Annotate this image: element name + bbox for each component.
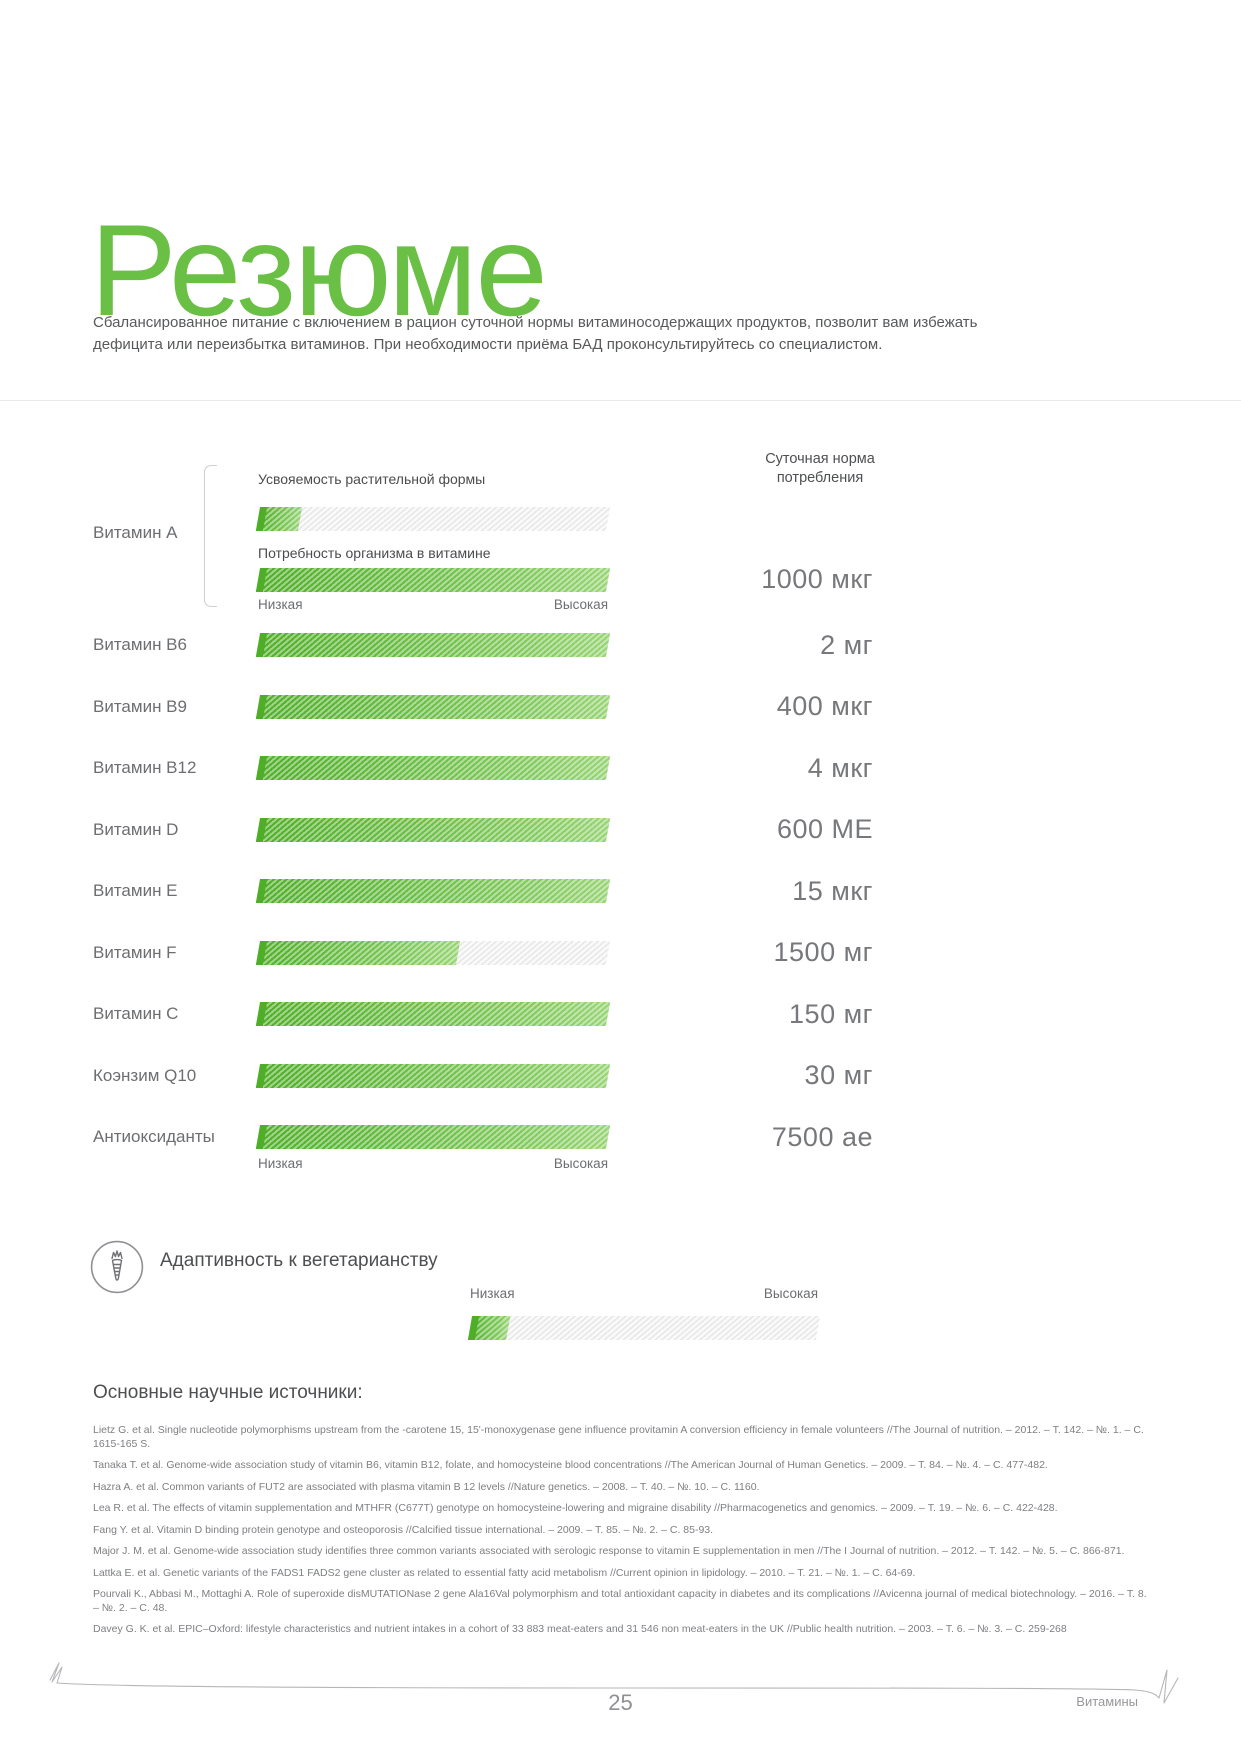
vitamin-row-label: Витамин C bbox=[93, 1004, 179, 1023]
bar-fill bbox=[255, 756, 611, 780]
vitamin-row: Витамин D 600 МЕ bbox=[93, 814, 873, 880]
reference-item: Davey G. K. et al. EPIC–Oxford: lifestyl… bbox=[93, 1623, 1067, 1635]
reference-item: Hazra A. et al. Common variants of FUT2 … bbox=[93, 1480, 760, 1493]
scale-high-label: Высокая bbox=[553, 597, 608, 612]
scale-labels-top: Низкая Высокая bbox=[258, 597, 608, 612]
vitamin-row: Витамин F 1500 мг bbox=[93, 937, 873, 1003]
vitamin-row: Витамин E 15 мкг bbox=[93, 875, 873, 941]
bar-fill bbox=[467, 1316, 511, 1340]
daily-norm-value: 600 МЕ bbox=[776, 814, 873, 844]
sources-list: Lietz G. et al. Single nucleotide polymo… bbox=[93, 1424, 1151, 1645]
daily-norm-value: 15 мкг bbox=[792, 875, 873, 906]
bar-fill bbox=[255, 1063, 611, 1088]
vitamin-row: Витамин B12 4 мкг bbox=[93, 752, 873, 818]
vitamin-row-label: Витамин F bbox=[93, 942, 177, 962]
reference-item: Tanaka T. et al. Genome-wide association… bbox=[93, 1459, 1048, 1471]
reference-item: Fang Y. et al. Vitamin D binding protein… bbox=[93, 1523, 714, 1536]
vitamin-rows: Витамин B6 2 мг Витамин B9 400 мкг Витам… bbox=[93, 629, 873, 1187]
vitamin-row-label: Коэнзим Q10 bbox=[93, 1065, 197, 1085]
vitamin-a-label: Витамин A bbox=[93, 523, 178, 542]
daily-norm-value: 30 мг bbox=[804, 1060, 873, 1090]
footer-decorative-line bbox=[49, 1662, 1179, 1704]
bar-fill bbox=[255, 817, 611, 842]
intro-text: Сбалансированное питание с включением в … bbox=[93, 314, 978, 353]
sources-heading: Основные научные источники: bbox=[93, 1382, 363, 1403]
vitamin-row-label: Витамин D bbox=[93, 819, 179, 839]
bar-fill bbox=[255, 940, 460, 965]
vitamin-row-label: Витамин B9 bbox=[93, 696, 187, 716]
vitamin-row-label: Витамин B6 bbox=[93, 635, 187, 654]
vitamin-need-bar bbox=[255, 1002, 611, 1026]
vitamin-a-daily-norm: 1000 мкг bbox=[761, 564, 873, 594]
vitamin-a-absorption-bar bbox=[255, 507, 611, 531]
absorption-bar-label: Усвояемость растительной формы bbox=[258, 471, 486, 487]
daily-norm-value: 4 мкг bbox=[807, 752, 873, 783]
carrot-icon bbox=[90, 1240, 144, 1294]
daily-norm-value: 150 мг bbox=[789, 998, 873, 1029]
vitamin-row: Антиоксиданты 7500 ае bbox=[93, 1121, 873, 1187]
scale-low-label: Низкая bbox=[258, 597, 303, 612]
divider bbox=[0, 400, 1241, 401]
daily-norm-value: 400 мкг bbox=[776, 691, 873, 721]
reference-item: Lattka E. et al. Genetic variants of the… bbox=[93, 1566, 916, 1579]
vitamin-need-bar bbox=[255, 879, 611, 903]
reference-item: Lea R. et al. The effects of vitamin sup… bbox=[93, 1502, 1058, 1514]
bar-fill bbox=[255, 633, 611, 657]
vitamin-a-bracket bbox=[204, 465, 217, 607]
page-number: 25 bbox=[608, 1690, 633, 1715]
bar-fill bbox=[255, 507, 303, 531]
vitamin-row-label: Витамин B12 bbox=[93, 758, 197, 777]
page-title: Резюме bbox=[90, 197, 548, 344]
vitamin-row-label: Витамин E bbox=[93, 881, 178, 900]
vitamin-need-bar bbox=[255, 1063, 611, 1088]
need-bar-label: Потребность организма в витамине bbox=[258, 545, 491, 561]
vegetarian-adaptivity-label: Адаптивность к вегетарианству bbox=[160, 1250, 438, 1271]
vitamin-need-bar bbox=[255, 817, 611, 842]
scale-high-label: Высокая bbox=[763, 1286, 818, 1301]
daily-norm-value: 1500 мг bbox=[773, 937, 873, 967]
vitamin-need-bar bbox=[255, 756, 611, 780]
vitamin-row: Коэнзим Q10 30 мг bbox=[93, 1060, 873, 1126]
reference-item: Pourvali K., Abbasi M., Mottaghi A. Role… bbox=[93, 1588, 1147, 1614]
daily-norm-value: 2 мг bbox=[820, 629, 873, 660]
reference-item: Lietz G. et al. Single nucleotide polymo… bbox=[93, 1424, 1144, 1450]
vitamin-need-bar bbox=[255, 633, 611, 657]
vitamin-row: Витамин C 150 мг bbox=[93, 998, 873, 1064]
vitamin-row: Витамин B9 400 мкг bbox=[93, 691, 873, 757]
bar-fill bbox=[255, 879, 611, 903]
vitamin-need-bar bbox=[255, 940, 611, 965]
reference-item: Major J. M. et al. Genome-wide associati… bbox=[93, 1545, 1125, 1557]
scale-high-label: Высокая bbox=[553, 1156, 608, 1171]
vitamin-row-label: Антиоксиданты bbox=[93, 1127, 215, 1146]
vitamin-need-bar bbox=[255, 694, 611, 719]
vegetarian-adaptivity-bar bbox=[467, 1316, 821, 1340]
daily-norm-value: 7500 ае bbox=[771, 1121, 873, 1152]
footer-section-label: Витамины bbox=[1076, 1694, 1138, 1709]
bar-fill bbox=[255, 1125, 611, 1149]
scale-low-label: Низкая bbox=[258, 1156, 303, 1171]
daily-norm-column-header: Суточная норма потребления bbox=[765, 451, 875, 486]
veg-scale-labels: Низкая Высокая bbox=[470, 1286, 818, 1301]
bar-fill bbox=[255, 694, 611, 719]
bar-fill bbox=[255, 1002, 611, 1026]
scale-labels-bottom: Низкая Высокая bbox=[258, 1156, 608, 1171]
scale-low-label: Низкая bbox=[470, 1286, 515, 1301]
vitamin-need-bar bbox=[255, 1125, 611, 1149]
vitamin-row: Витамин B6 2 мг bbox=[93, 629, 873, 695]
